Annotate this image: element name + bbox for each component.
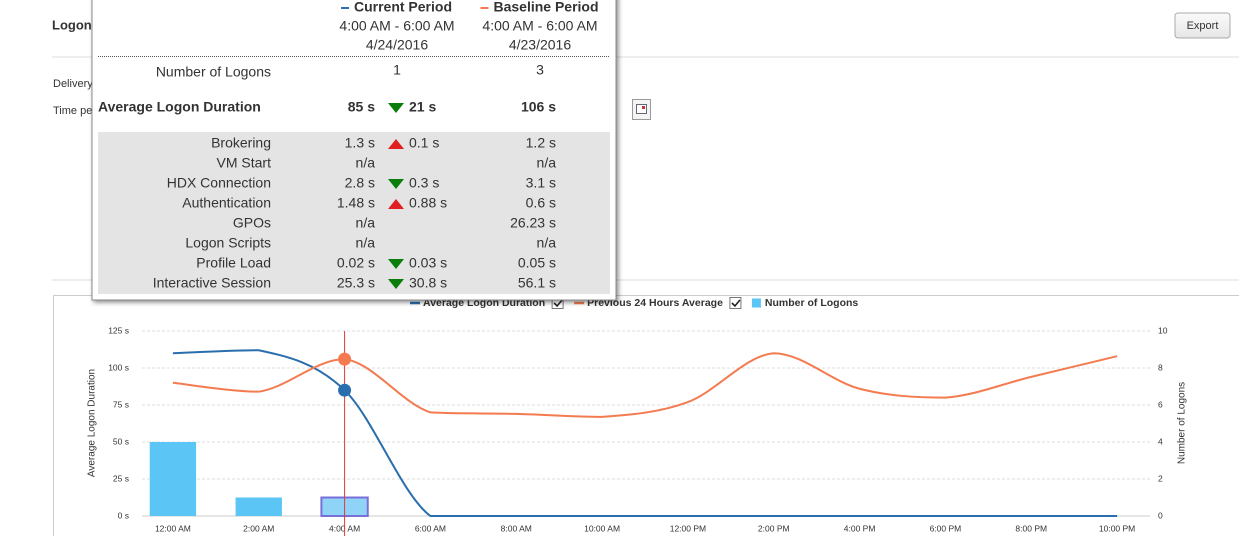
trend-arrow bbox=[388, 199, 404, 209]
y2-tick-label: 0 bbox=[1158, 510, 1163, 520]
y2-tick-label: 8 bbox=[1158, 362, 1163, 372]
y-tick-label: 125 s bbox=[108, 325, 129, 335]
trend-arrow bbox=[388, 139, 404, 149]
x-tick-label: 12:00 AM bbox=[155, 523, 191, 533]
y-axis-title: Average Logon Duration bbox=[87, 369, 98, 477]
export-button[interactable]: Export bbox=[1174, 12, 1231, 39]
row-baseline: 0.05 s bbox=[518, 255, 556, 271]
row-baseline: 1.2 s bbox=[526, 135, 556, 151]
row-change: 30.8 s bbox=[409, 275, 447, 291]
delivery-label: Delivery bbox=[53, 78, 93, 90]
period-name: Current Period bbox=[354, 0, 452, 15]
row-label: HDX Connection bbox=[167, 175, 271, 191]
x-tick-label: 10:00 AM bbox=[584, 523, 620, 533]
row-current: n/a bbox=[356, 215, 376, 231]
hover-marker bbox=[338, 352, 352, 366]
row-current: 2.8 s bbox=[345, 175, 375, 191]
time-label: Time pe bbox=[53, 105, 92, 117]
row-baseline: n/a bbox=[537, 235, 557, 251]
row-current: n/a bbox=[356, 155, 376, 171]
row-baseline: n/a bbox=[537, 155, 557, 171]
period-name: Baseline Period bbox=[493, 0, 598, 15]
y2-tick-label: 10 bbox=[1158, 325, 1168, 335]
y-tick-label: 75 s bbox=[113, 399, 129, 409]
y-tick-label: 0 s bbox=[118, 510, 129, 520]
x-tick-label: 12:00 PM bbox=[670, 523, 706, 533]
row-label: Average Logon Duration bbox=[98, 99, 261, 115]
row-change: 0.3 s bbox=[409, 175, 439, 191]
row-current: 25.3 s bbox=[337, 275, 375, 291]
hover-marker bbox=[338, 383, 352, 397]
row-change: 0.88 s bbox=[409, 195, 447, 211]
x-tick-label: 2:00 AM bbox=[243, 523, 274, 533]
x-tick-label: 6:00 PM bbox=[930, 523, 962, 533]
chart-panel bbox=[53, 295, 1239, 536]
row-baseline: 0.6 s bbox=[526, 195, 556, 211]
row-baseline: 26.23 s bbox=[510, 215, 556, 231]
legend-label: Number of Logons bbox=[765, 297, 858, 309]
y2-tick-label: 6 bbox=[1158, 399, 1163, 409]
x-tick-label: 10:00 PM bbox=[1099, 523, 1135, 533]
row-baseline: 106 s bbox=[521, 99, 556, 115]
row-current: 85 s bbox=[348, 99, 375, 115]
row-change: 0.03 s bbox=[409, 255, 447, 271]
row-label: GPOs bbox=[233, 215, 271, 231]
row-label: Authentication bbox=[182, 195, 271, 211]
trend-arrow bbox=[388, 259, 404, 269]
calendar-icon-dot bbox=[642, 106, 645, 109]
row-current: 1.48 s bbox=[337, 195, 375, 211]
y2-tick-label: 4 bbox=[1158, 436, 1163, 446]
tooltip-content: Current Period 4:00 AM - 6:00 AM 4/24/2016… bbox=[98, 0, 610, 294]
y-tick-label: 100 s bbox=[108, 362, 129, 372]
y-tick-label: 50 s bbox=[113, 436, 129, 446]
x-tick-label: 4:00 PM bbox=[844, 523, 876, 533]
period-time: 4:00 AM - 6:00 AM bbox=[482, 18, 597, 34]
bar bbox=[149, 442, 197, 516]
y2-tick-label: 2 bbox=[1158, 473, 1163, 483]
y2-axis-title: Number of Logons bbox=[1177, 382, 1188, 464]
row-current: 1.3 s bbox=[345, 135, 375, 151]
row-label: Brokering bbox=[211, 135, 271, 151]
export-button-frame[interactable] bbox=[1174, 12, 1231, 39]
legend-swatch bbox=[751, 298, 761, 308]
row-current: n/a bbox=[356, 235, 376, 251]
x-tick-label: 2:00 PM bbox=[758, 523, 790, 533]
trend-arrow bbox=[388, 103, 404, 113]
row-baseline: 56.1 s bbox=[518, 275, 556, 291]
y-tick-label: 25 s bbox=[113, 473, 129, 483]
period-date: 4/23/2016 bbox=[509, 37, 571, 53]
legend-label: Previous 24 Hours Average bbox=[587, 297, 723, 309]
calendar-icon bbox=[636, 104, 647, 114]
checkbox-check bbox=[731, 299, 741, 308]
row-label: VM Start bbox=[217, 155, 272, 171]
logons-label: Number of Logons bbox=[156, 64, 271, 80]
row-change: 0.1 s bbox=[409, 135, 439, 151]
row-label: Interactive Session bbox=[153, 275, 271, 291]
checkbox-check bbox=[553, 299, 563, 308]
legend-checkbox[interactable] bbox=[729, 297, 742, 309]
row-change: 21 s bbox=[409, 99, 436, 115]
x-tick-label: 8:00 PM bbox=[1015, 523, 1047, 533]
export-label[interactable]: Export bbox=[1187, 20, 1219, 32]
period-date: 4/24/2016 bbox=[366, 37, 428, 53]
trend-arrow bbox=[388, 279, 404, 289]
x-tick-label: 8:00 AM bbox=[501, 523, 532, 533]
chart: 0 s 25 s 50 s 75 s 100 s 125 s 0 2 4 6 8 10 12:00 AM… bbox=[108, 297, 1168, 536]
x-tick-label: 6:00 AM bbox=[415, 523, 446, 533]
row-current: 0.02 s bbox=[337, 255, 375, 271]
page-title: Logon bbox=[52, 17, 92, 32]
breakdown-panel bbox=[98, 132, 610, 294]
date-picker[interactable] bbox=[632, 99, 651, 120]
trend-arrow bbox=[388, 179, 404, 189]
row-baseline: 3.1 s bbox=[526, 175, 556, 191]
bar bbox=[235, 497, 282, 516]
logons-baseline: 3 bbox=[536, 62, 544, 78]
row-label: Profile Load bbox=[196, 255, 271, 271]
row-label: Logon Scripts bbox=[185, 235, 271, 251]
period-time: 4:00 AM - 6:00 AM bbox=[339, 18, 454, 34]
checkbox-box bbox=[729, 297, 742, 309]
logons-current: 1 bbox=[393, 62, 401, 78]
